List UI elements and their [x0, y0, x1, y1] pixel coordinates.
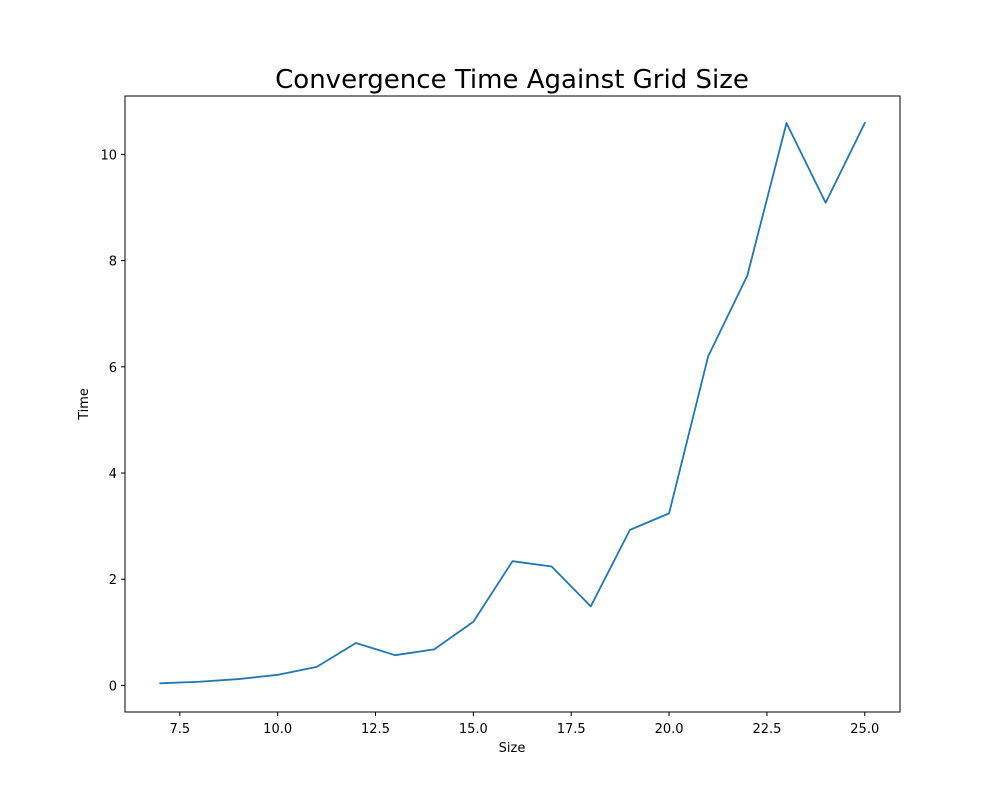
- plot-area: [124, 95, 901, 713]
- y-tick-label: 8: [109, 255, 117, 270]
- y-tick-label: 2: [109, 573, 117, 588]
- x-tick-label: 15.0: [459, 722, 488, 737]
- y-tick-label: 0: [109, 679, 117, 694]
- series-layer: [159, 121, 866, 685]
- x-axis-ticks: 7.5 10.0 12.5 15.0 17.5 20.0 22.5 25.0: [169, 712, 879, 737]
- x-tick-label: 10.0: [263, 722, 292, 737]
- x-tick-label: 25.0: [850, 722, 879, 737]
- y-tick-label: 4: [109, 467, 117, 482]
- x-tick-label: 7.5: [169, 722, 190, 737]
- y-axis-label: Time: [77, 388, 92, 421]
- x-tick-label: 12.5: [361, 722, 390, 737]
- x-tick-label: 22.5: [752, 722, 781, 737]
- x-axis-label: Size: [499, 741, 526, 756]
- series-line: [159, 121, 866, 685]
- y-axis-ticks: 0 2 4 6 8 10: [100, 148, 125, 694]
- y-tick-label: 10: [100, 148, 117, 163]
- chart-title: Convergence Time Against Grid Size: [275, 65, 749, 95]
- plot-frame: [124, 95, 901, 713]
- y-tick-label: 6: [109, 361, 117, 376]
- x-tick-label: 20.0: [655, 722, 684, 737]
- x-tick-label: 17.5: [557, 722, 586, 737]
